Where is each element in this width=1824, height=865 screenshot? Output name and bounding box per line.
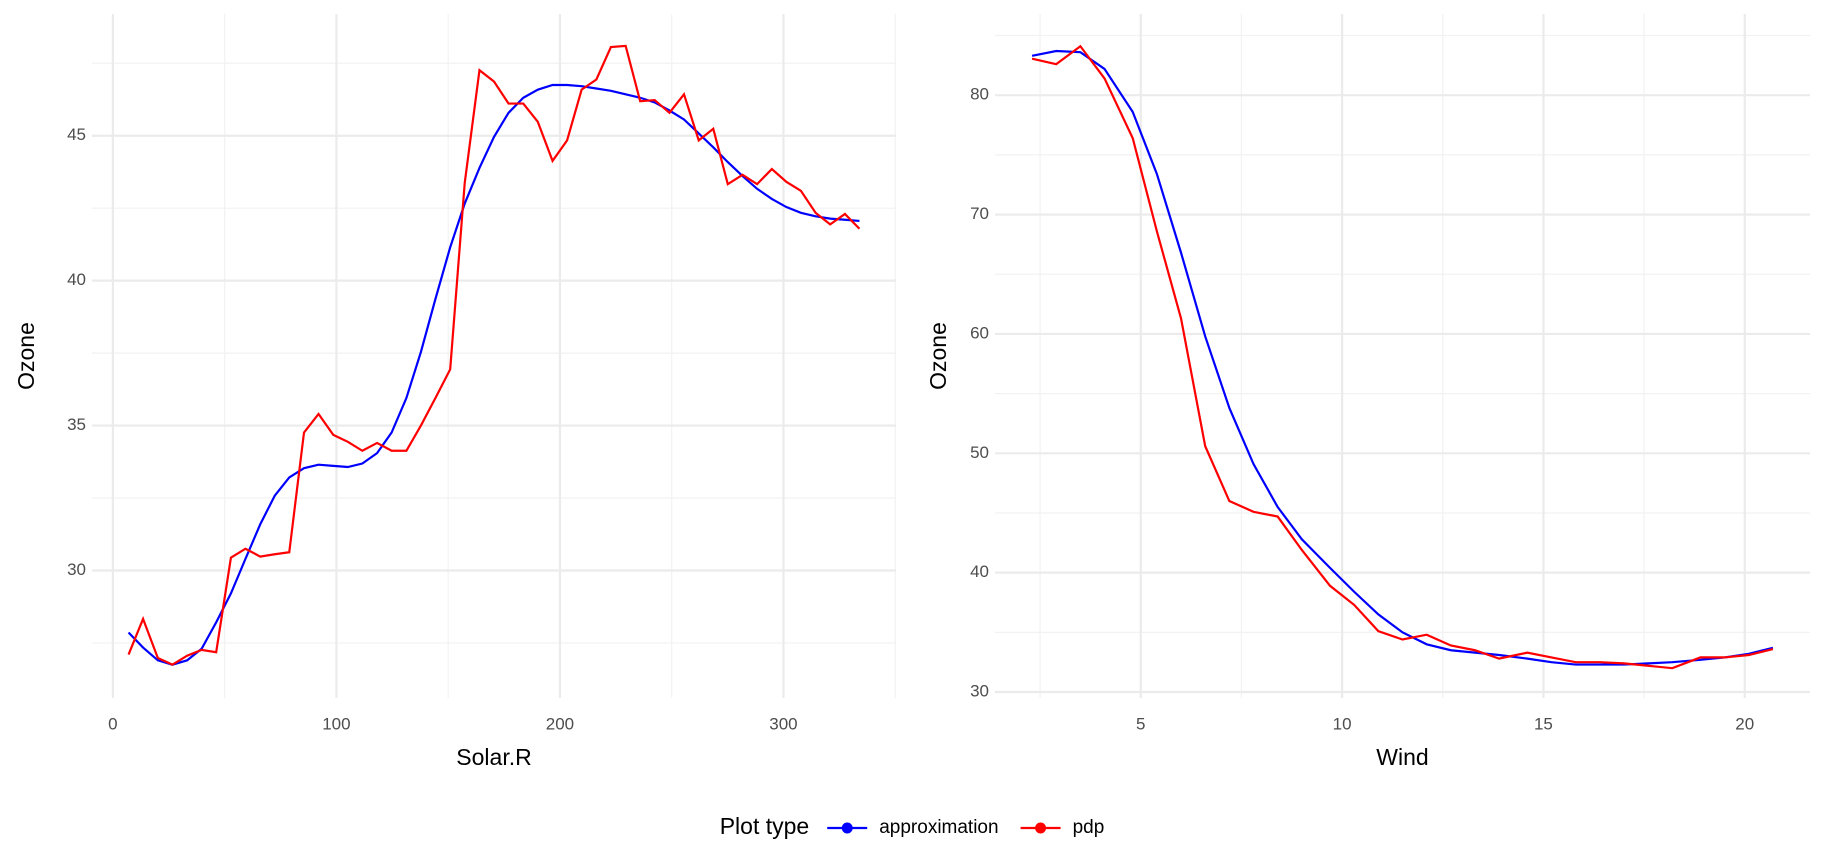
x-tick-label: 15 — [1534, 714, 1553, 733]
y-tick-label: 80 — [970, 85, 989, 104]
y-tick-label: 30 — [970, 682, 989, 701]
legend-key-dot — [841, 822, 853, 834]
legend-key-dot — [1035, 822, 1047, 834]
x-axis-title: Wind — [1376, 744, 1428, 770]
x-tick-label: 10 — [1333, 714, 1352, 733]
y-axis-title: Ozone — [925, 322, 951, 390]
legend: Plot type approximation pdp — [720, 813, 1105, 839]
y-tick-label: 45 — [67, 125, 86, 144]
y-tick-label: 35 — [67, 415, 86, 434]
x-tick-label: 0 — [108, 714, 117, 733]
legend-label: pdp — [1073, 817, 1105, 838]
data-line — [127, 83, 860, 666]
x-tick-label: 20 — [1735, 714, 1754, 733]
y-tick-label: 40 — [970, 562, 989, 581]
y-tick-label: 30 — [67, 560, 86, 579]
y-tick-label: 40 — [67, 270, 86, 289]
x-axis-title: Solar.R — [456, 744, 531, 770]
x-tick-label: 5 — [1136, 714, 1145, 733]
data-line — [127, 44, 861, 666]
x-tick-label: 200 — [546, 714, 574, 733]
y-tick-label: 60 — [970, 323, 989, 342]
y-tick-label: 70 — [970, 204, 989, 223]
data-line — [1031, 49, 1774, 666]
legend-title: Plot type — [720, 813, 810, 839]
x-tick-label: 300 — [769, 714, 797, 733]
x-tick-label: 100 — [322, 714, 350, 733]
legend-label: approximation — [879, 817, 998, 838]
y-axis-title: Ozone — [13, 322, 39, 390]
y-tick-label: 50 — [970, 443, 989, 462]
data-line — [1031, 44, 1774, 670]
